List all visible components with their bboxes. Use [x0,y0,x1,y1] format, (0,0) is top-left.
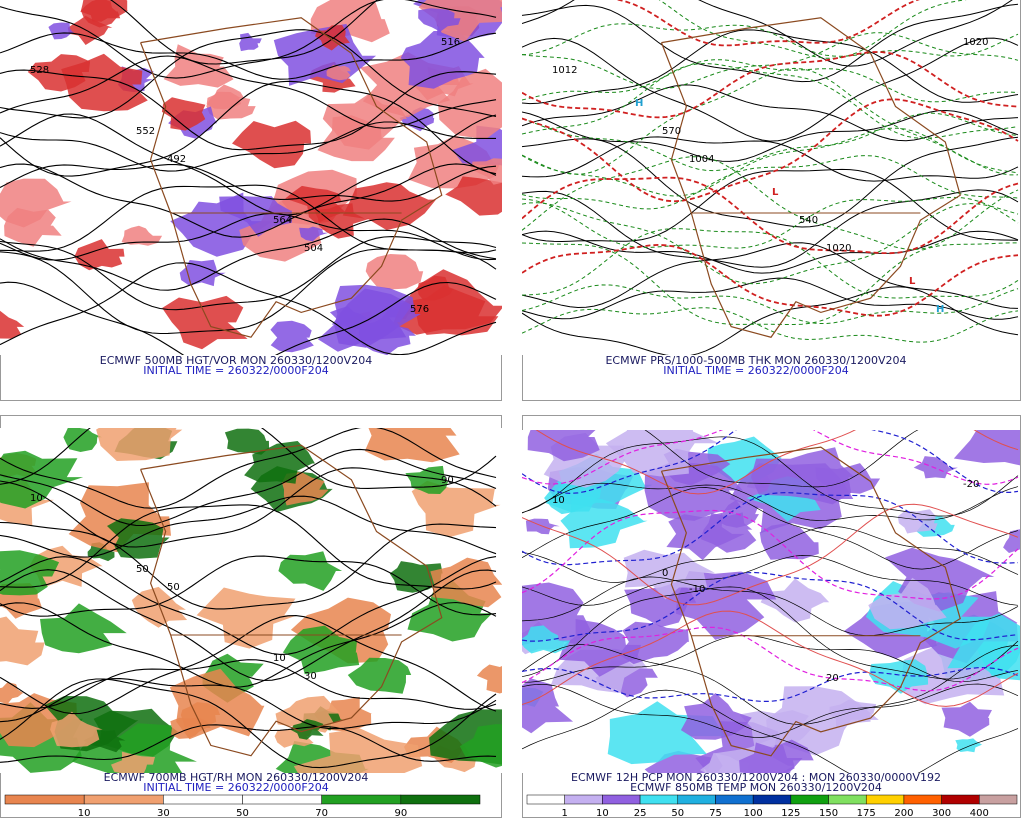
shaded-area [365,405,460,462]
contour-label: H [635,98,643,109]
map-panel: 10 -10 20 -20 0 [501,406,1024,798]
contour-label: 10 [30,493,43,504]
colorbar-label: 30 [157,808,170,819]
contour-label: 50 [167,582,180,593]
contour-label: L [909,276,916,287]
colorbar-segment [829,795,867,804]
contour-label: 528 [30,65,49,76]
panel-subcaption: INITIAL TIME = 260322/0000F204 [143,781,328,794]
contour-label: 492 [167,154,186,165]
contour-label: 564 [273,215,292,226]
colorbar-segment [84,795,163,804]
colorbar-label: 400 [970,808,989,819]
contour-label: 540 [799,215,818,226]
map-panel: 528 492 504 516 552 564 576 [0,0,540,372]
colorbar-label: 90 [394,808,407,819]
contour-label: -20 [963,479,979,490]
panel-subcaption: ECMWF 850MB TEMP MON 260330/1200V204 [630,781,882,794]
colorbar-segment [243,795,322,804]
colorbar-segment [904,795,942,804]
colorbar-label: 175 [857,808,876,819]
colorbar-segment [401,795,480,804]
colorbar-segment [5,795,84,804]
colorbar-segment [565,795,603,804]
contour-label: 576 [410,304,429,315]
contour-label: 10 [273,653,286,664]
colorbar-label: 125 [781,808,800,819]
colorbar-label: 300 [932,808,951,819]
contour-label: 30 [304,671,317,682]
colorbar-label: 50 [236,808,249,819]
colorbar-label: 25 [634,808,647,819]
colorbar-label: 200 [894,808,913,819]
colorbar-label: 50 [671,808,684,819]
colorbar-label: 10 [78,808,91,819]
map-panel: 1012 1004 1020 1020 570 540 H H L L [522,0,1020,356]
map-background [522,0,1020,355]
colorbar-segment [979,795,1017,804]
colorbar-segment [866,795,904,804]
colorbar-label: 150 [819,808,838,819]
colorbar-label: 10 [596,808,609,819]
colorbar-segment [791,795,829,804]
contour-label: 552 [136,126,155,137]
map-panel: 10 50 30 90 50 10 [0,395,534,807]
colorbar-segment [640,795,678,804]
colorbar-segment [163,795,242,804]
colorbar-label: 100 [744,808,763,819]
colorbar-segment [322,795,401,804]
contour-label: L [772,187,779,198]
colorbar-segment [678,795,716,804]
contour-label: 1020 [826,243,851,254]
colorbar-segment [942,795,980,804]
colorbar-label: 70 [315,808,328,819]
contour-label: 1004 [689,154,714,165]
contour-label: 90 [441,475,454,486]
panel-subcaption: INITIAL TIME = 260322/0000F204 [663,364,848,377]
contour-label: 570 [662,126,681,137]
contour-label: 10 [552,495,565,506]
contour-label: H [936,304,944,315]
contour-label: 50 [136,564,149,575]
contour-label: 516 [441,37,460,48]
contour-label: 1012 [552,65,577,76]
colorbar-label: 1 [562,808,568,819]
colorbar-segment [715,795,753,804]
colorbar-segment [602,795,640,804]
maps: 5284925045165525645761012100410201020570… [0,0,1024,806]
contour-label: -10 [689,584,705,595]
colorbar-label: 75 [709,808,722,819]
panel-subcaption: INITIAL TIME = 260322/0000F204 [143,364,328,377]
colorbar-segment [527,795,565,804]
colorbar-segment [753,795,791,804]
contour-label: 0 [662,568,668,579]
contour-label: 1020 [963,37,988,48]
contour-label: 504 [304,243,323,254]
contour-label: 20 [826,673,839,684]
